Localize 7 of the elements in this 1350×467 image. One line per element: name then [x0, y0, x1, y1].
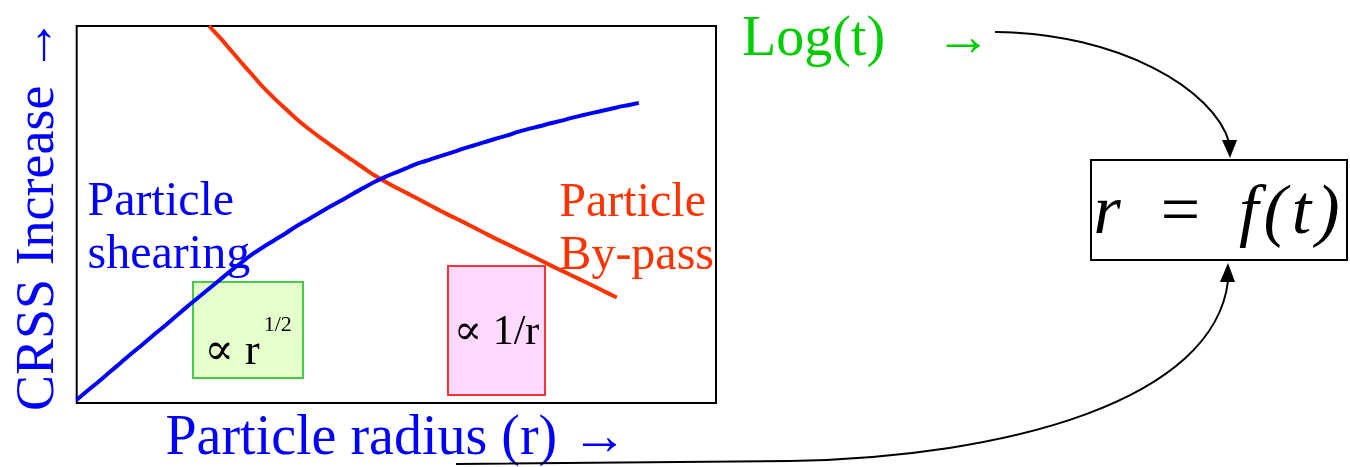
series-label: Particle shearing — [87, 171, 251, 278]
annotation: ∝ 1/r — [453, 307, 540, 354]
y-axis-title: CRSS Increase → — [4, 18, 65, 411]
text: r = f(t) — [1093, 171, 1345, 248]
x-axis-title: Particle radius (r) → — [165, 403, 628, 467]
series-label: Particle By-pass — [559, 173, 715, 280]
text: Log(t) → — [742, 5, 992, 67]
